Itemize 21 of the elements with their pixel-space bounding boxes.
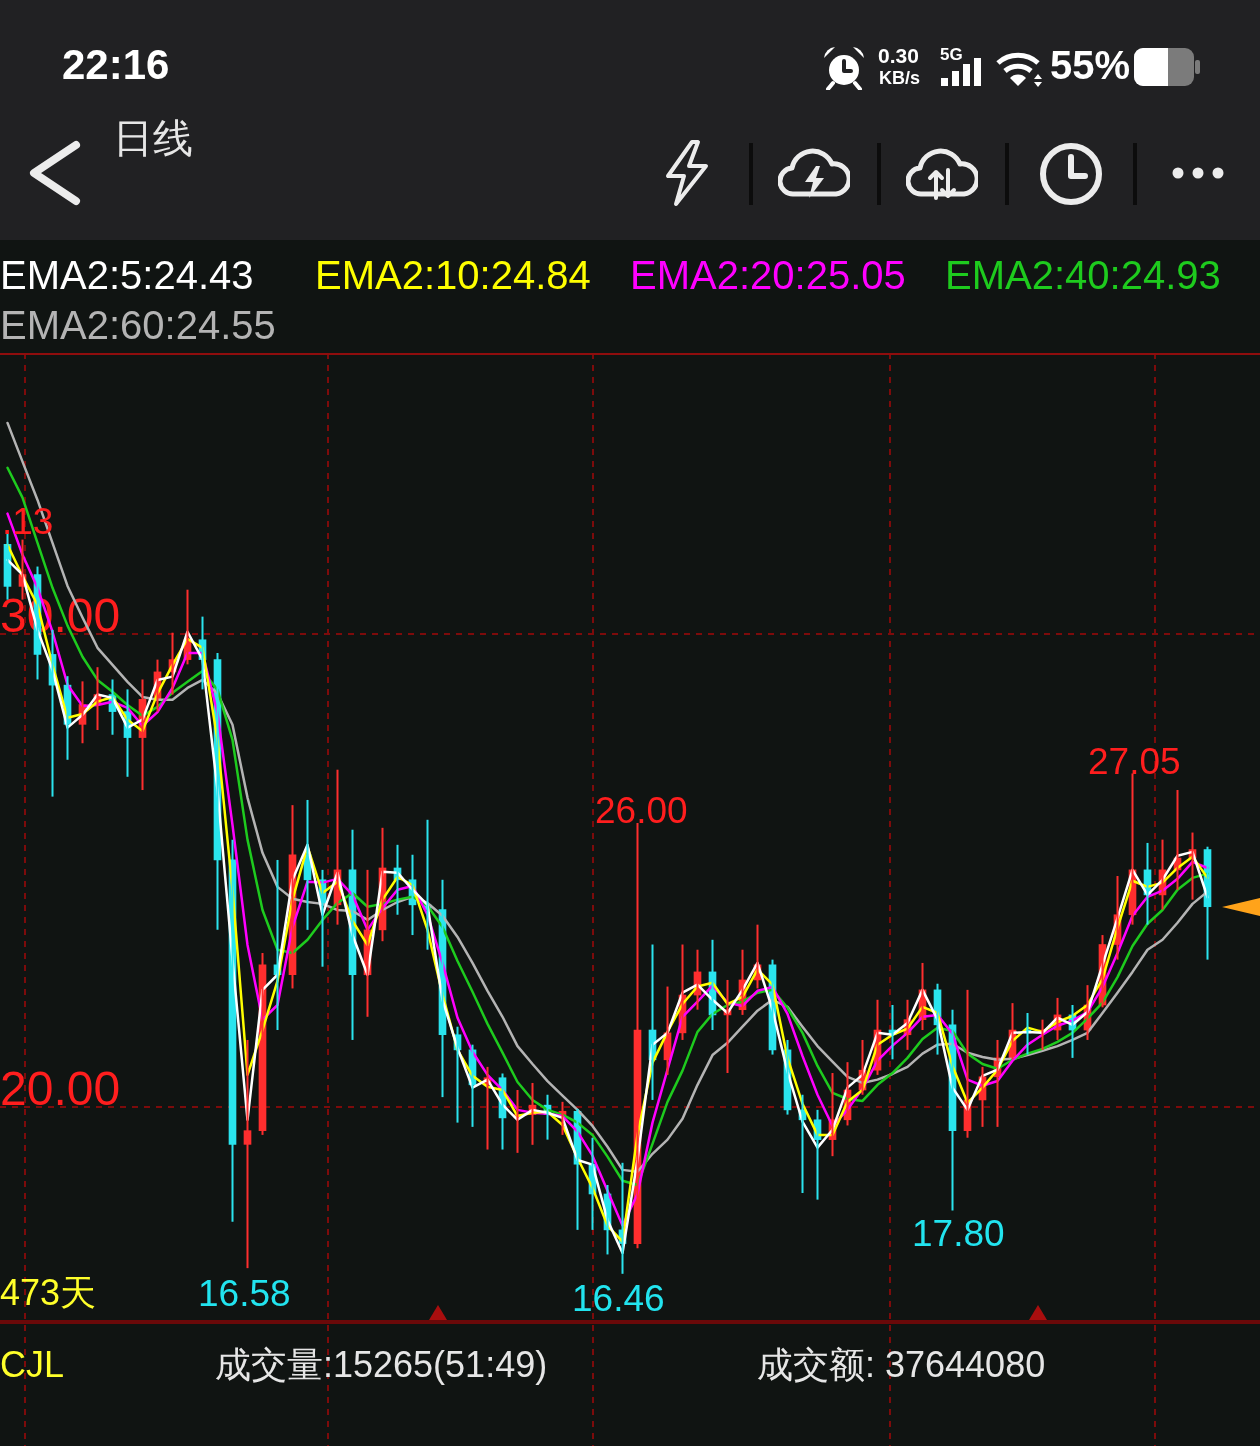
text: 22:16 (62, 41, 170, 88)
text: 55% (1050, 43, 1131, 87)
y-tick-label: 20.00 (0, 1061, 121, 1115)
text: 5G (940, 45, 963, 64)
annotation: 16.46 (572, 1278, 665, 1319)
series-label: EMA2:60:24.55 (0, 303, 276, 347)
text: EMA2:10:24.84 (315, 253, 591, 297)
text: CJL (0, 1344, 65, 1385)
text: KB/s (879, 68, 921, 88)
annotation: 473天 (0, 1272, 97, 1313)
chart-title: 日线 (113, 116, 193, 160)
annotation: 27.05 (1088, 741, 1181, 782)
annotation: 16.58 (198, 1273, 291, 1314)
text: 0.30 (878, 44, 919, 67)
text: 成交额: 37644080 (757, 1344, 1046, 1385)
text: EMA2:40:24.93 (945, 253, 1221, 297)
annotation: 17.80 (912, 1213, 1005, 1254)
text: EMA2:20:25.05 (630, 253, 906, 297)
text: 成交量:15265(51:49) (215, 1344, 548, 1385)
text: EMA2:5:24.43 (0, 253, 254, 297)
annotation: 26.00 (595, 790, 688, 831)
